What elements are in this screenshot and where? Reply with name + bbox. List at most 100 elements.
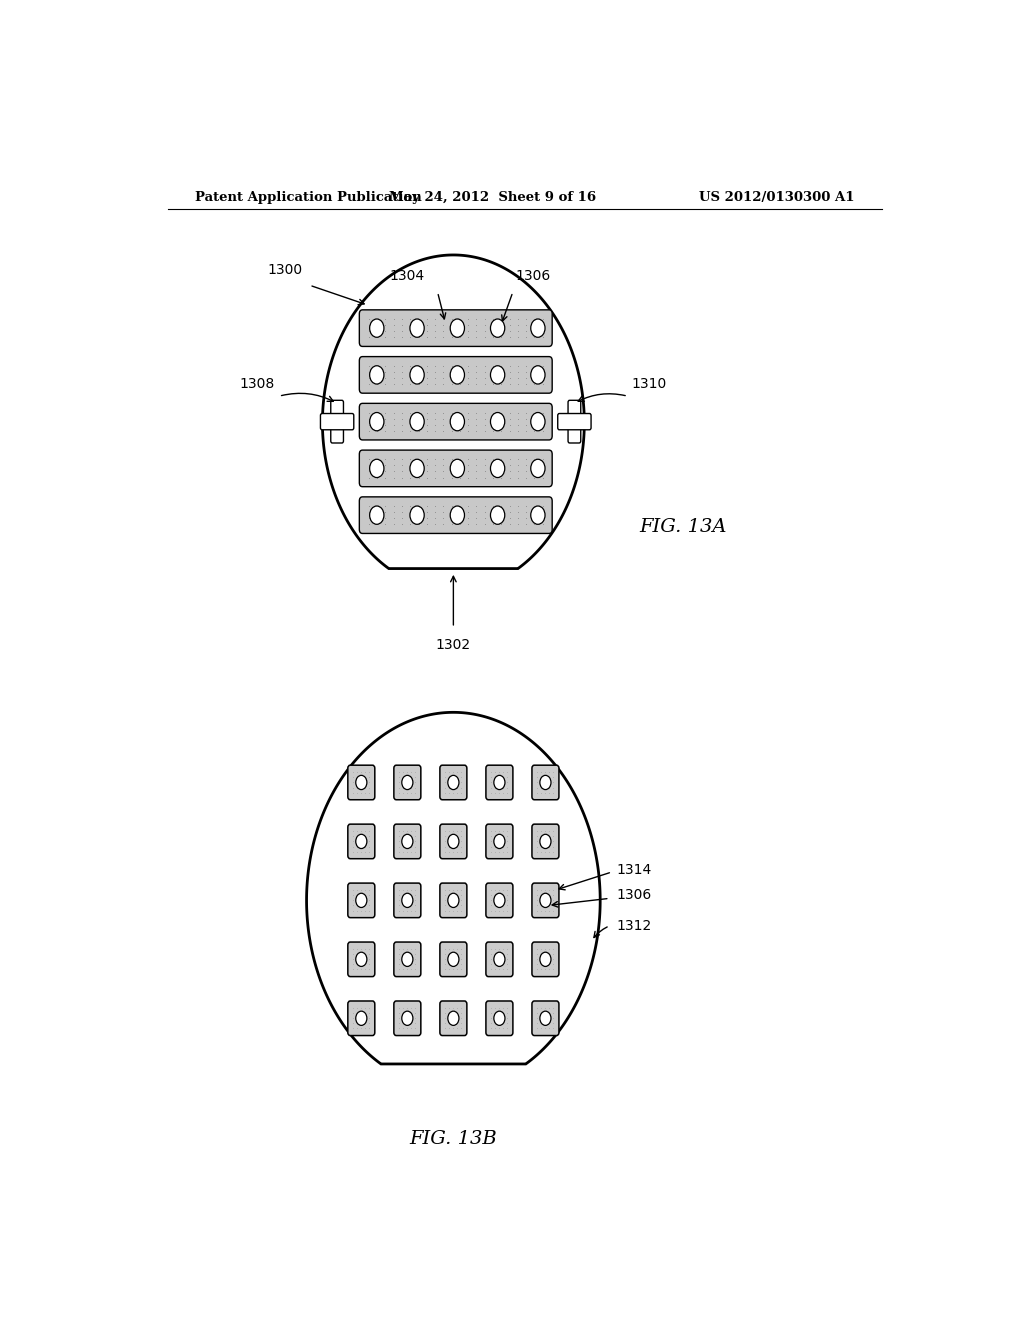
- Circle shape: [490, 412, 505, 430]
- Circle shape: [370, 459, 384, 478]
- Circle shape: [490, 319, 505, 338]
- Text: 1304: 1304: [390, 269, 425, 284]
- FancyBboxPatch shape: [348, 766, 375, 800]
- FancyBboxPatch shape: [394, 824, 421, 859]
- Circle shape: [370, 412, 384, 430]
- Circle shape: [355, 834, 367, 849]
- Circle shape: [494, 775, 505, 789]
- FancyBboxPatch shape: [440, 766, 467, 800]
- FancyBboxPatch shape: [331, 400, 343, 444]
- Circle shape: [370, 506, 384, 524]
- Polygon shape: [323, 255, 585, 569]
- Text: US 2012/0130300 A1: US 2012/0130300 A1: [698, 190, 854, 203]
- Text: 1302: 1302: [436, 638, 471, 652]
- Circle shape: [530, 506, 545, 524]
- Circle shape: [540, 1011, 551, 1026]
- Circle shape: [447, 775, 459, 789]
- FancyBboxPatch shape: [394, 766, 421, 800]
- Circle shape: [494, 894, 505, 907]
- FancyBboxPatch shape: [359, 404, 552, 440]
- Circle shape: [494, 952, 505, 966]
- Circle shape: [530, 412, 545, 430]
- FancyBboxPatch shape: [348, 942, 375, 977]
- FancyBboxPatch shape: [348, 883, 375, 917]
- Circle shape: [410, 506, 424, 524]
- FancyBboxPatch shape: [568, 400, 581, 444]
- Circle shape: [410, 319, 424, 338]
- Circle shape: [447, 894, 459, 907]
- Circle shape: [540, 775, 551, 789]
- Circle shape: [370, 319, 384, 338]
- Circle shape: [451, 506, 465, 524]
- Circle shape: [451, 366, 465, 384]
- Circle shape: [370, 366, 384, 384]
- Text: 1300: 1300: [267, 263, 303, 277]
- Circle shape: [530, 459, 545, 478]
- Circle shape: [410, 366, 424, 384]
- Text: Patent Application Publication: Patent Application Publication: [196, 190, 422, 203]
- Text: May 24, 2012  Sheet 9 of 16: May 24, 2012 Sheet 9 of 16: [389, 190, 597, 203]
- Circle shape: [494, 1011, 505, 1026]
- Circle shape: [490, 459, 505, 478]
- Circle shape: [447, 952, 459, 966]
- FancyBboxPatch shape: [531, 883, 559, 917]
- Text: 1310: 1310: [632, 378, 668, 391]
- Circle shape: [540, 834, 551, 849]
- Circle shape: [530, 366, 545, 384]
- Circle shape: [451, 412, 465, 430]
- Text: FIG. 13B: FIG. 13B: [410, 1130, 498, 1148]
- Circle shape: [401, 1011, 413, 1026]
- Text: 1306: 1306: [515, 269, 550, 284]
- FancyBboxPatch shape: [440, 942, 467, 977]
- FancyBboxPatch shape: [531, 766, 559, 800]
- Circle shape: [401, 952, 413, 966]
- Text: FIG. 13A: FIG. 13A: [640, 517, 727, 536]
- Text: 1312: 1312: [616, 919, 651, 933]
- FancyBboxPatch shape: [558, 413, 591, 430]
- Circle shape: [355, 1011, 367, 1026]
- Circle shape: [355, 952, 367, 966]
- FancyBboxPatch shape: [531, 824, 559, 859]
- FancyBboxPatch shape: [394, 883, 421, 917]
- FancyBboxPatch shape: [359, 450, 552, 487]
- FancyBboxPatch shape: [348, 824, 375, 859]
- FancyBboxPatch shape: [348, 1001, 375, 1036]
- FancyBboxPatch shape: [440, 1001, 467, 1036]
- Circle shape: [401, 775, 413, 789]
- FancyBboxPatch shape: [486, 883, 513, 917]
- Circle shape: [401, 834, 413, 849]
- Circle shape: [530, 319, 545, 338]
- FancyBboxPatch shape: [359, 356, 552, 393]
- FancyBboxPatch shape: [531, 1001, 559, 1036]
- Text: 1306: 1306: [616, 888, 651, 903]
- Circle shape: [540, 952, 551, 966]
- Circle shape: [401, 894, 413, 907]
- Circle shape: [355, 894, 367, 907]
- Circle shape: [447, 834, 459, 849]
- Polygon shape: [306, 713, 600, 1064]
- FancyBboxPatch shape: [486, 1001, 513, 1036]
- Circle shape: [490, 506, 505, 524]
- Circle shape: [355, 775, 367, 789]
- FancyBboxPatch shape: [440, 824, 467, 859]
- Circle shape: [451, 319, 465, 338]
- FancyBboxPatch shape: [359, 310, 552, 346]
- FancyBboxPatch shape: [486, 766, 513, 800]
- Text: 1314: 1314: [616, 863, 651, 876]
- Circle shape: [447, 1011, 459, 1026]
- Circle shape: [451, 459, 465, 478]
- FancyBboxPatch shape: [359, 496, 552, 533]
- FancyBboxPatch shape: [394, 942, 421, 977]
- Circle shape: [410, 412, 424, 430]
- Circle shape: [490, 366, 505, 384]
- Text: 1308: 1308: [240, 378, 274, 391]
- FancyBboxPatch shape: [321, 413, 353, 430]
- FancyBboxPatch shape: [486, 824, 513, 859]
- Circle shape: [494, 834, 505, 849]
- FancyBboxPatch shape: [394, 1001, 421, 1036]
- Circle shape: [410, 459, 424, 478]
- Circle shape: [540, 894, 551, 907]
- FancyBboxPatch shape: [486, 942, 513, 977]
- FancyBboxPatch shape: [440, 883, 467, 917]
- FancyBboxPatch shape: [531, 942, 559, 977]
